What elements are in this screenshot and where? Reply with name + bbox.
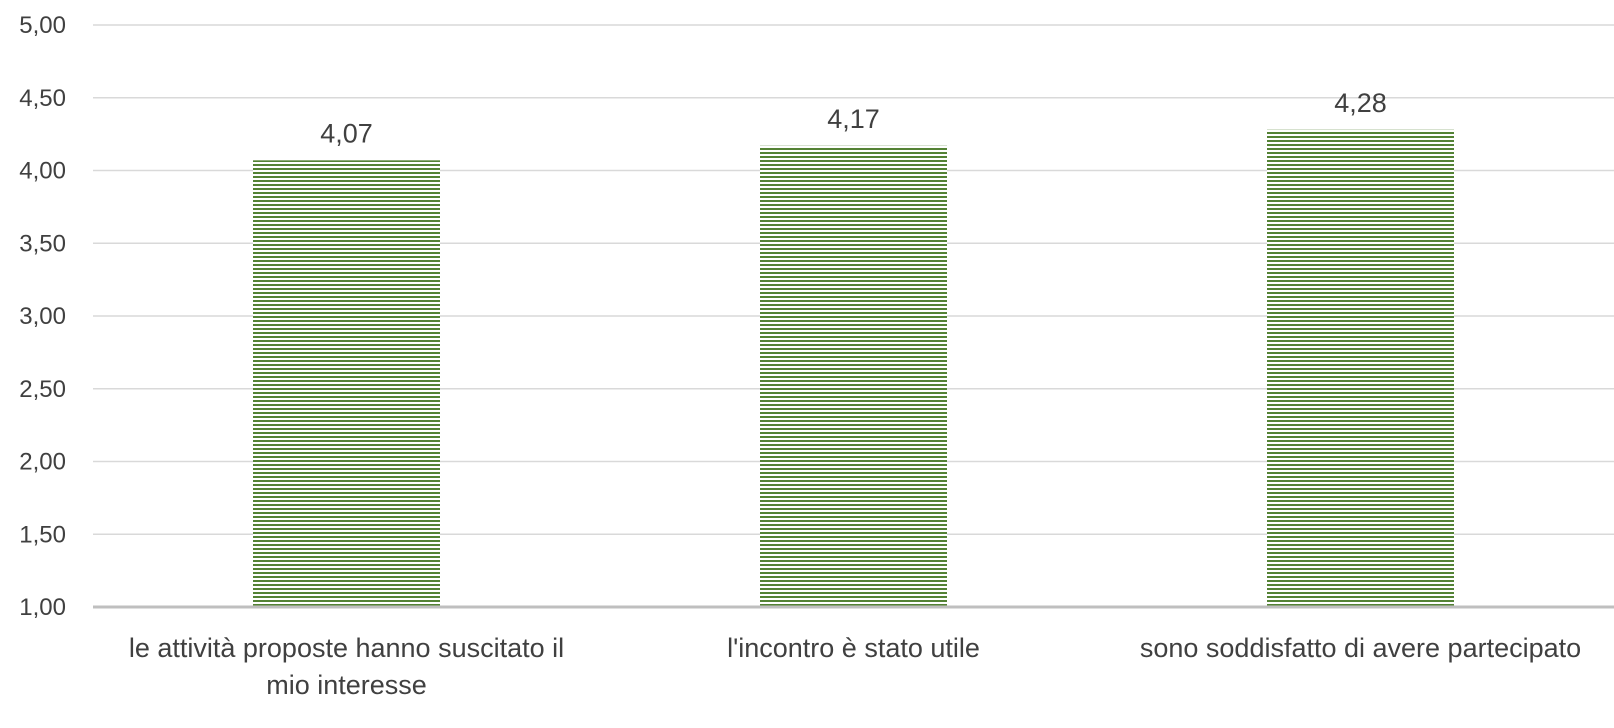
y-tick-label: 5,00 (19, 12, 66, 39)
data-label: 4,07 (320, 118, 373, 148)
y-tick-label: 3,50 (19, 230, 66, 257)
bar (1267, 129, 1454, 607)
y-tick-label: 4,00 (19, 158, 66, 185)
x-axis-category-labels: le attività proposte hanno suscitato il m… (129, 633, 1581, 700)
y-tick-label: 3,00 (19, 303, 66, 330)
y-tick-label: 2,00 (19, 449, 66, 476)
bar (253, 160, 440, 607)
data-labels: 4,07 4,17 4,28 (320, 88, 1387, 149)
bar (760, 145, 947, 607)
y-axis-tick-labels: 1,00 1,50 2,00 2,50 3,00 3,50 4,00 4,50 5,00 (19, 12, 66, 621)
y-tick-label: 4,50 (19, 85, 66, 112)
y-tick-label: 2,50 (19, 376, 66, 403)
category-label: l'incontro è stato utile (727, 633, 980, 663)
category-label: sono soddisfatto di avere partecipato (1140, 633, 1581, 663)
y-tick-label: 1,00 (19, 594, 66, 621)
data-label: 4,17 (827, 104, 880, 134)
category-label: mio interesse (266, 670, 427, 700)
y-tick-label: 1,50 (19, 521, 66, 548)
category-label: le attività proposte hanno suscitato il (129, 633, 564, 663)
data-label: 4,28 (1334, 88, 1387, 118)
bars (253, 129, 1454, 607)
